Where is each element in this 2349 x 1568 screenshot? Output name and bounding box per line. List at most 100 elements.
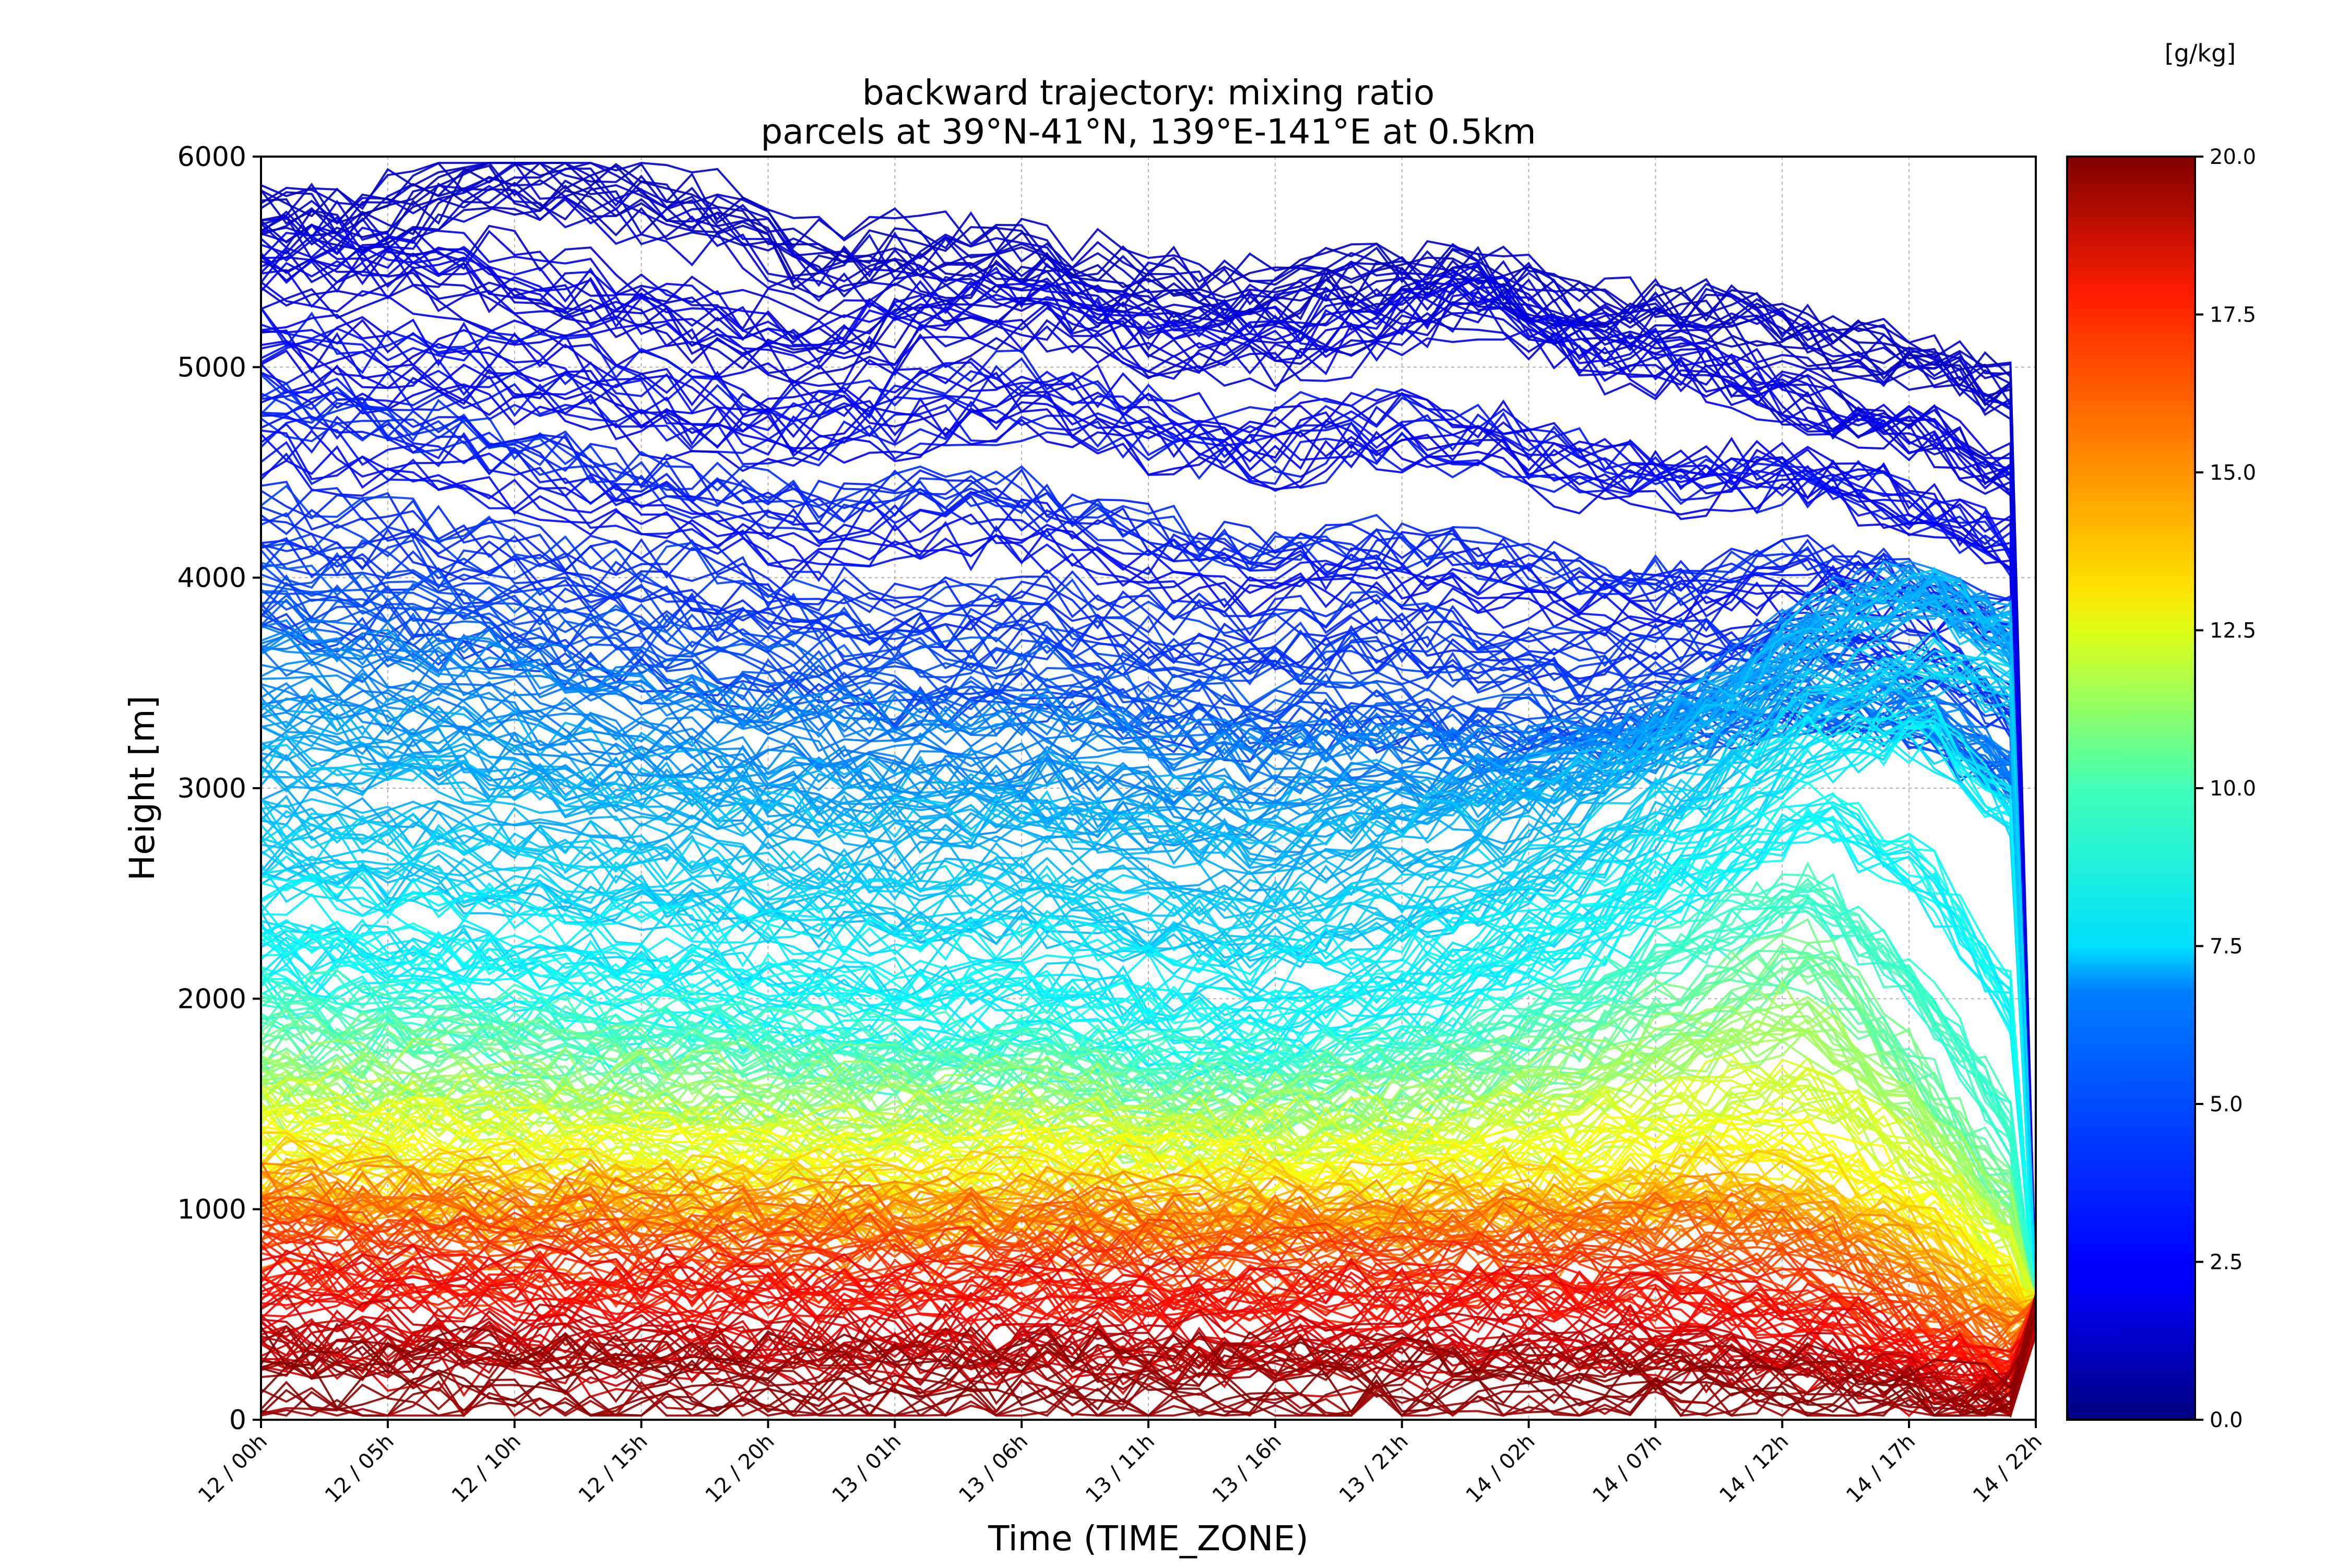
trajectory-line <box>261 1300 2036 1417</box>
trajectory-line <box>261 1284 2036 1387</box>
trajectory-line <box>261 1323 2036 1416</box>
y-axis-label: Height [m] <box>122 696 162 881</box>
y-tick-label: 0 <box>229 1405 246 1436</box>
x-tick-label: 14 / 12h <box>1715 1430 1793 1508</box>
x-axis-label: Time (TIME_ZONE) <box>988 1518 1309 1559</box>
trajectory-line <box>261 161 2036 1319</box>
trajectory-line <box>261 726 2036 1335</box>
trajectory-line <box>261 189 2036 1315</box>
trajectory-line <box>261 902 2036 1311</box>
colorbar-tick-label: 15.0 <box>2210 461 2256 485</box>
trajectory-line <box>261 877 2036 1326</box>
trajectory-line <box>261 949 2036 1320</box>
trajectory-line <box>261 578 2036 1335</box>
trajectory-line <box>261 243 2036 1320</box>
trajectory-line <box>261 1333 2036 1417</box>
trajectory-line <box>261 307 2036 1313</box>
trajectory-line <box>261 512 2036 1320</box>
trajectory-line <box>261 1161 2036 1330</box>
trajectory-line <box>261 988 2036 1335</box>
trajectory-line <box>261 574 2036 1327</box>
trajectory-line <box>261 1240 2036 1377</box>
trajectory-line <box>261 284 2036 1322</box>
trajectory-line <box>261 1245 2036 1376</box>
trajectory-line <box>261 1222 2036 1358</box>
trajectory-line <box>261 1096 2036 1328</box>
trajectory-line <box>261 567 2036 1298</box>
x-tick-label: 12 / 05h <box>321 1430 399 1508</box>
colorbar-tick-label: 0.0 <box>2210 1408 2243 1432</box>
trajectory-line <box>261 947 2036 1309</box>
trajectory-line <box>261 1322 2036 1413</box>
trajectory-line <box>261 1158 2036 1315</box>
trajectory-line <box>261 1210 2036 1368</box>
trajectory-line <box>261 960 2036 1298</box>
trajectory-line <box>261 227 2036 1327</box>
trajectory-line <box>261 402 2036 1323</box>
x-tick-label: 12 / 20h <box>701 1430 779 1508</box>
x-tick-label: 12 / 15h <box>574 1430 652 1508</box>
trajectory-line <box>261 1001 2036 1309</box>
trajectory-line <box>261 861 2036 1328</box>
trajectory-lines <box>261 161 2036 1418</box>
trajectory-line <box>261 1064 2036 1312</box>
colorbar-ticks: 0.0 2.5 5.0 7.5 10.0 12.5 15.0 17.5 20.0 <box>2195 145 2256 1432</box>
trajectory-line <box>261 1064 2036 1303</box>
colorbar-label: [g/kg] <box>2165 39 2236 67</box>
trajectory-line <box>261 374 2036 1312</box>
x-tick-label: 14 / 07h <box>1588 1430 1667 1508</box>
trajectory-line <box>261 1185 2036 1355</box>
x-tick-label: 14 / 17h <box>1842 1430 1920 1508</box>
x-axis-ticks: 12 / 00h 12 / 05h 12 / 10h 12 / 15h 12 / 20h… <box>194 1420 2047 1507</box>
y-tick-label: 5000 <box>177 352 246 383</box>
trajectory-line <box>261 1297 2036 1418</box>
trajectory-line <box>261 942 2036 1332</box>
trajectory-line <box>261 252 2036 1304</box>
trajectory-line <box>261 598 2036 1315</box>
trajectory-line <box>261 415 2036 1334</box>
trajectory-line <box>261 640 2036 1323</box>
trajectory-line <box>261 1141 2036 1327</box>
trajectory-line <box>261 167 2036 1305</box>
trajectory-line <box>261 1002 2036 1325</box>
trajectory-line <box>261 1056 2036 1309</box>
trajectory-line <box>261 340 2036 1309</box>
trajectory-line <box>261 1182 2036 1326</box>
trajectory-line <box>261 162 2036 1310</box>
colorbar-tick-label: 20.0 <box>2210 145 2256 169</box>
trajectory-line <box>261 1294 2036 1417</box>
trajectory-line <box>261 671 2036 1302</box>
trajectory-line <box>261 318 2036 1317</box>
x-tick-label: 14 / 02h <box>1462 1430 1540 1508</box>
trajectory-line <box>261 873 2036 1299</box>
trajectory-line <box>261 649 2036 1313</box>
trajectory-line <box>261 1205 2036 1348</box>
x-tick-label: 12 / 10h <box>447 1430 526 1508</box>
x-tick-label: 13 / 11h <box>1081 1430 1159 1508</box>
trajectory-line <box>261 690 2036 1329</box>
trajectory-line <box>261 164 2036 1334</box>
trajectory-line <box>261 1027 2036 1305</box>
trajectory-line <box>261 1300 2036 1418</box>
trajectory-line <box>261 1312 2036 1390</box>
trajectory-line <box>261 1308 2036 1391</box>
trajectory-line <box>261 806 2036 1321</box>
trajectory-line <box>261 181 2036 1302</box>
trajectory-line <box>261 1213 2036 1374</box>
trajectory-line <box>261 576 2036 1322</box>
trajectory-line <box>261 257 2036 1331</box>
colorbar-tick-label: 7.5 <box>2210 935 2243 959</box>
trajectory-line <box>261 1192 2036 1346</box>
trajectory-line <box>261 1112 2036 1324</box>
trajectory-line <box>261 724 2036 1332</box>
trajectory-line <box>261 537 2036 1329</box>
colorbar-tick-label: 17.5 <box>2210 303 2256 327</box>
trajectory-line <box>261 792 2036 1305</box>
x-tick-label: 12 / 00h <box>194 1430 272 1508</box>
colorbar-tick-label: 10.0 <box>2210 777 2256 801</box>
trajectory-line <box>261 715 2036 1318</box>
x-tick-label: 13 / 01h <box>827 1430 906 1508</box>
trajectory-line <box>261 314 2036 1313</box>
y-tick-label: 6000 <box>177 141 246 173</box>
